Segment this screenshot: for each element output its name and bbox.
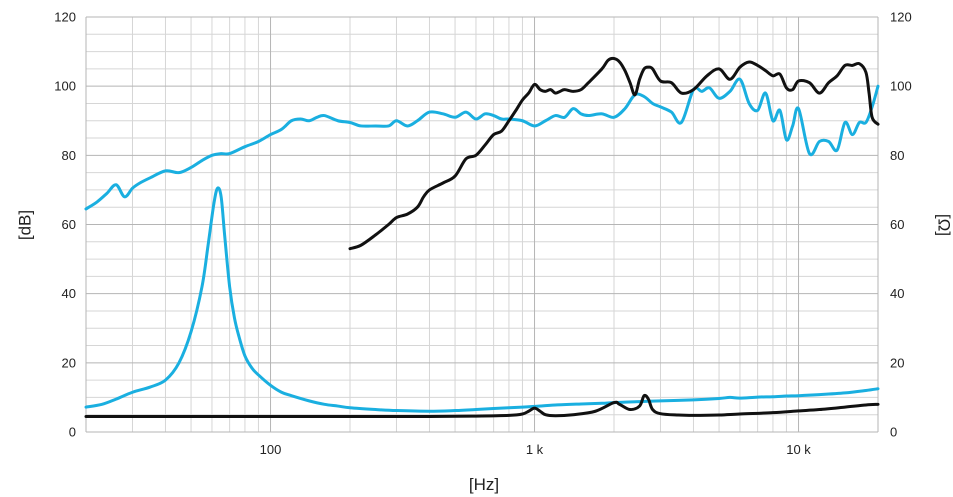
x-tick-label: 10 k [786,442,811,457]
impedance-line-blue [84,186,880,413]
y-tick-label-right: 0 [890,425,897,440]
y-tick-label-left: 60 [62,217,76,232]
y-tick-label-left: 120 [54,10,76,25]
series-layer [84,56,880,418]
y-tick-label-left: 0 [69,425,76,440]
y-tick-label-right: 60 [890,217,904,232]
y-axis-label-left: [dB] [15,210,34,240]
x-axis-ticks: 100 1 k 10 k [260,442,812,457]
impedance-line-black [84,393,880,418]
y-tick-label-left: 80 [62,148,76,163]
x-tick-label: 1 k [526,442,544,457]
y-tick-label-right: 40 [890,286,904,301]
y-tick-label-right: 120 [890,10,912,25]
left-axis-ticks: 0 20 40 60 80 100 120 [54,10,76,440]
y-tick-label-right: 20 [890,355,904,370]
x-axis-label: [Hz] [469,475,499,494]
x-tick-label: 100 [260,442,282,457]
y-tick-label-right: 80 [890,148,904,163]
y-tick-label-left: 40 [62,286,76,301]
right-axis-ticks: 0 20 40 60 80 100 120 [890,10,912,440]
y-tick-label-left: 20 [62,355,76,370]
y-tick-label-left: 100 [54,79,76,94]
spl-response-line-blue [84,77,880,211]
y-axis-label-right: [Ω] [935,214,953,236]
y-tick-label-right: 100 [890,79,912,94]
spl-response-line-black [348,56,880,251]
